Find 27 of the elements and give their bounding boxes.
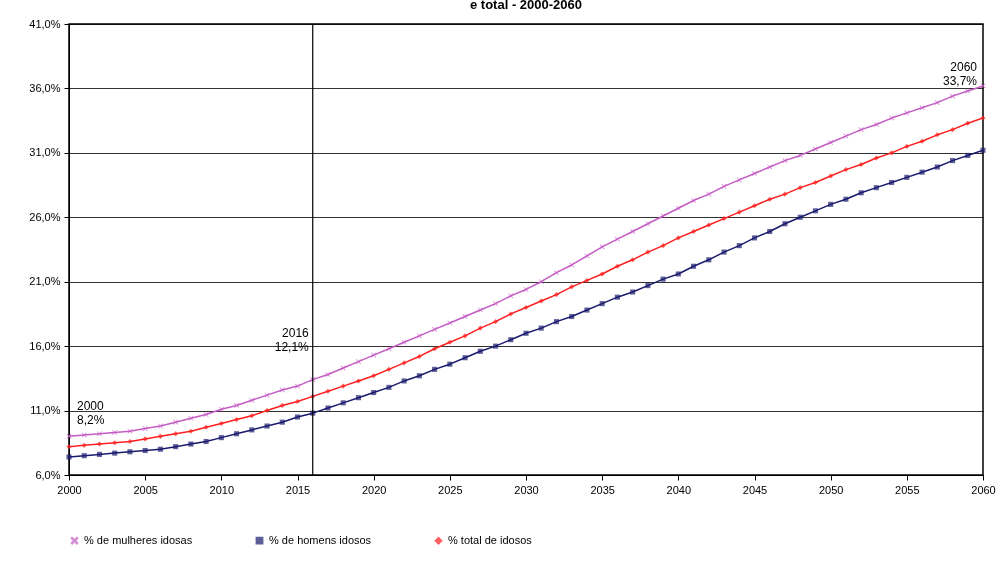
x-tick-label: 2035 bbox=[590, 483, 615, 496]
y-tick-label: 6,0% bbox=[35, 468, 61, 481]
y-tick-label: 31,0% bbox=[29, 146, 61, 159]
x-tick-label: 2025 bbox=[438, 483, 463, 496]
legend-label: % de homens idosos bbox=[269, 533, 372, 546]
chart-title: e total - 2000-2060 bbox=[469, 0, 583, 12]
annotation: 2060 33,7% bbox=[942, 60, 978, 89]
x-tick-label: 2020 bbox=[361, 483, 387, 496]
annotation: 2000 8,2% bbox=[77, 398, 105, 427]
y-tick-label: 26,0% bbox=[29, 210, 61, 223]
x-tick-label: 2050 bbox=[818, 483, 844, 496]
x-tick-label: 2010 bbox=[209, 483, 235, 496]
y-tick-label: 41,0% bbox=[29, 17, 61, 30]
x-tick-label: 2040 bbox=[666, 483, 692, 496]
x-tick-label: 2030 bbox=[514, 483, 539, 496]
legend-label: % de mulheres idosas bbox=[84, 533, 193, 546]
y-tick-label: 16,0% bbox=[29, 339, 61, 352]
x-tick-label: 2000 bbox=[57, 483, 82, 496]
y-tick-label: 11,0% bbox=[30, 404, 61, 417]
x-tick-label: 2045 bbox=[742, 483, 768, 496]
x-tick-label: 2015 bbox=[285, 483, 311, 496]
y-tick-label: 36,0% bbox=[29, 81, 61, 94]
x-tick-label: 2005 bbox=[133, 483, 158, 496]
x-tick-label: 2055 bbox=[895, 483, 920, 496]
x-tick-label: 2060 bbox=[971, 483, 996, 496]
legend-label: % total de idosos bbox=[448, 533, 533, 546]
y-tick-label: 21,0% bbox=[29, 275, 61, 288]
